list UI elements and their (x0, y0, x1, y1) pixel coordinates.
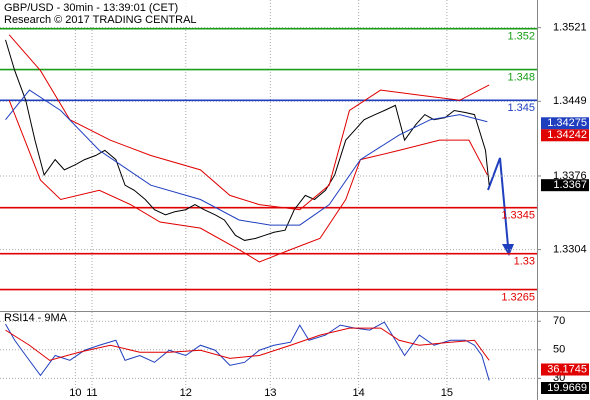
last-value-box (541, 382, 589, 394)
level-label: 1.352 (507, 31, 535, 43)
series-line (8, 100, 488, 263)
last-value-label: 19.9669 (547, 382, 587, 394)
level-label: 1.33 (514, 256, 535, 268)
series-line (5, 89, 488, 226)
y-tick-label: 1.3449 (553, 95, 587, 107)
last-value-box (541, 129, 589, 142)
y-tick-label: 1.3521 (553, 22, 587, 34)
x-tick-label: 13 (264, 387, 276, 399)
y-tick-label: 70 (553, 315, 565, 327)
x-tick-label: 15 (441, 387, 453, 399)
y-tick-label: 50 (553, 344, 565, 356)
level-label: 1.3345 (501, 210, 535, 222)
x-tick-label: 14 (352, 387, 364, 399)
chart-subtitle: Research © 2017 TRADING CENTRAL (4, 14, 197, 26)
chart-title: GBP/USD - 30min - 13:39:01 (CET) (4, 2, 178, 14)
x-tick-label: 11 (86, 387, 97, 399)
last-value-label: 36.1745 (547, 363, 587, 375)
x-tick-label: 10 (69, 387, 81, 399)
level-label: 1.348 (507, 71, 535, 83)
level-label: 1.3265 (501, 291, 535, 303)
forecast-arrow (487, 157, 509, 247)
series-line (5, 327, 490, 361)
rsi-title: RSI14 - 9MA (4, 312, 68, 324)
level-label: 1.345 (507, 102, 535, 114)
series-line (8, 34, 490, 211)
last-value-box (541, 363, 589, 376)
last-value-label: 1.3367 (553, 179, 587, 191)
title-backdrop (0, 0, 200, 27)
series-line (5, 321, 490, 381)
last-value-label: 1.34242 (547, 129, 587, 141)
last-value-box (541, 179, 589, 192)
x-tick-label: 12 (180, 387, 192, 399)
y-tick-label: 1.3376 (553, 170, 587, 182)
y-tick-label: 1.3304 (553, 244, 587, 256)
last-value-box (541, 117, 589, 130)
last-value-label: 1.34275 (547, 117, 587, 129)
